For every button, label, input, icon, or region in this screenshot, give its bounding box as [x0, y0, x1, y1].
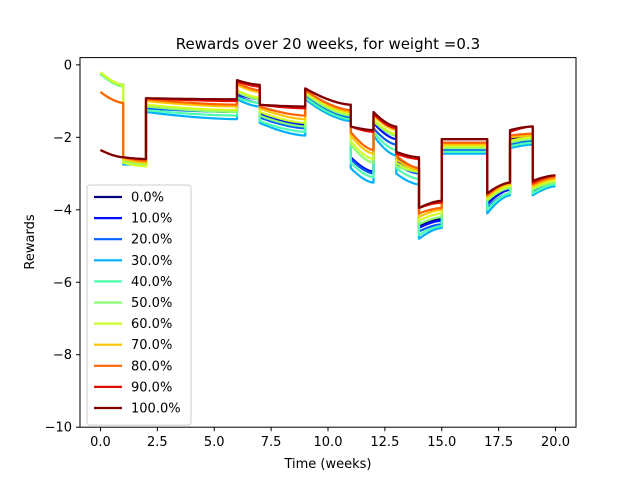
legend-label: 40.0%: [131, 275, 172, 290]
legend-label: 30.0%: [131, 254, 172, 269]
y-tick-label: 0: [64, 58, 72, 73]
legend-label: 90.0%: [131, 380, 172, 395]
x-tick-label: 15.0: [427, 435, 456, 450]
x-tick-label: 17.5: [484, 435, 513, 450]
y-axis-label: Rewards: [23, 214, 38, 269]
x-tick-label: 2.5: [147, 435, 168, 450]
y-tick-label: −8: [53, 348, 72, 363]
x-tick-label: 20.0: [541, 435, 570, 450]
x-tick-label: 10.0: [314, 435, 343, 450]
y-tick-label: −2: [53, 131, 72, 146]
series-layer: [99, 71, 556, 240]
x-tick-label: 12.5: [370, 435, 399, 450]
legend-label: 0.0%: [131, 191, 164, 206]
plot-frame: [79, 57, 577, 428]
legend-label: 10.0%: [131, 212, 172, 227]
legend-label: 80.0%: [131, 359, 172, 374]
legend-label: 100.0%: [131, 402, 181, 417]
x-tick-label: 5.0: [204, 435, 225, 450]
chart-title: Rewards over 20 weeks, for weight =0.3: [176, 35, 480, 53]
x-tick-label: 0.0: [90, 435, 111, 450]
x-axis-label: Time (weeks): [283, 457, 371, 472]
y-tick-label: −4: [53, 203, 72, 218]
series-line: [99, 78, 556, 210]
axes-layer: 0.0 2.5 5.0 7.5 10.0 12.5 15.0 17.5 20.0 0 −2 −4 −6 −…: [45, 58, 570, 450]
legend-label: 20.0%: [131, 233, 172, 248]
y-tick-label: −6: [53, 276, 72, 291]
legend-label: 70.0%: [131, 338, 172, 353]
y-tick-label: −10: [45, 421, 72, 436]
x-tick-label: 7.5: [261, 435, 282, 450]
legend-label: 60.0%: [131, 317, 172, 332]
legend-label: 50.0%: [131, 296, 172, 311]
legend: 0.0% 10.0% 20.0% 30.0% 40.0% 50.0% 60.0% 70.0% 8…: [86, 184, 192, 426]
